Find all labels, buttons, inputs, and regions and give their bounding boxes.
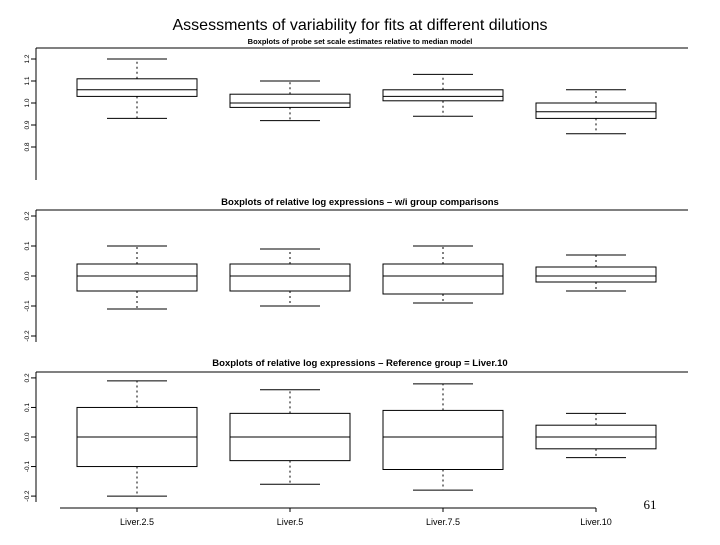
x-tick-label: Liver.5 (277, 517, 304, 527)
y-tick-label: 0.0 (24, 271, 31, 280)
box-Liver.5 (229, 248, 351, 307)
box-Liver.2.5 (76, 380, 198, 497)
boxplot-panel-1: Boxplots of probe set scale estimates re… (24, 37, 688, 180)
box-Liver.10 (535, 412, 657, 459)
x-tick-label: Liver.2.5 (120, 517, 154, 527)
box-iqr (535, 102, 657, 119)
panel-title: Boxplots of probe set scale estimates re… (248, 37, 473, 46)
box-iqr (76, 263, 198, 292)
y-tick-label: 0.2 (24, 211, 31, 220)
boxplot-panel-3: Boxplots of relative log expressions – R… (24, 358, 688, 527)
boxplot-panel-2: Boxplots of relative log expressions – w… (24, 197, 688, 342)
y-tick-label: 0.2 (24, 373, 31, 382)
box-iqr (229, 93, 351, 108)
y-tick-label: 0.1 (24, 241, 31, 250)
y-tick-label: -0.2 (24, 490, 31, 502)
x-tick-label: Liver.7.5 (426, 517, 460, 527)
y-tick-label: 1.0 (24, 98, 31, 107)
box-iqr (76, 78, 198, 97)
box-Liver.5 (229, 389, 351, 485)
box-iqr (382, 409, 504, 470)
y-tick-label: -0.1 (24, 461, 31, 473)
panel-title: Boxplots of relative log expressions – R… (212, 358, 507, 369)
y-tick-label: 0.9 (24, 120, 31, 129)
box-iqr (382, 263, 504, 295)
box-Liver.7.5 (382, 73, 504, 117)
box-iqr (229, 263, 351, 292)
box-Liver.5 (229, 80, 351, 122)
panel-title: Boxplots of relative log expressions – w… (221, 197, 499, 208)
box-Liver.2.5 (76, 58, 198, 119)
y-tick-label: 1.1 (24, 76, 31, 85)
main-title: Assessments of variability for fits at d… (173, 17, 548, 34)
y-tick-label: 0.8 (24, 142, 31, 151)
y-tick-label: 0.1 (24, 403, 31, 412)
box-iqr (535, 266, 657, 283)
y-tick-label: 0.0 (24, 432, 31, 441)
y-tick-label: -0.1 (24, 300, 31, 312)
box-Liver.7.5 (382, 245, 504, 304)
y-tick-label: 1.2 (24, 54, 31, 63)
box-Liver.10 (535, 254, 657, 292)
box-Liver.10 (535, 89, 657, 135)
box-iqr (382, 89, 504, 102)
box-Liver.2.5 (76, 245, 198, 310)
x-tick-label: Liver.10 (580, 517, 612, 527)
page-number: 61 (644, 497, 657, 512)
y-tick-label: -0.2 (24, 330, 31, 342)
box-Liver.7.5 (382, 383, 504, 491)
